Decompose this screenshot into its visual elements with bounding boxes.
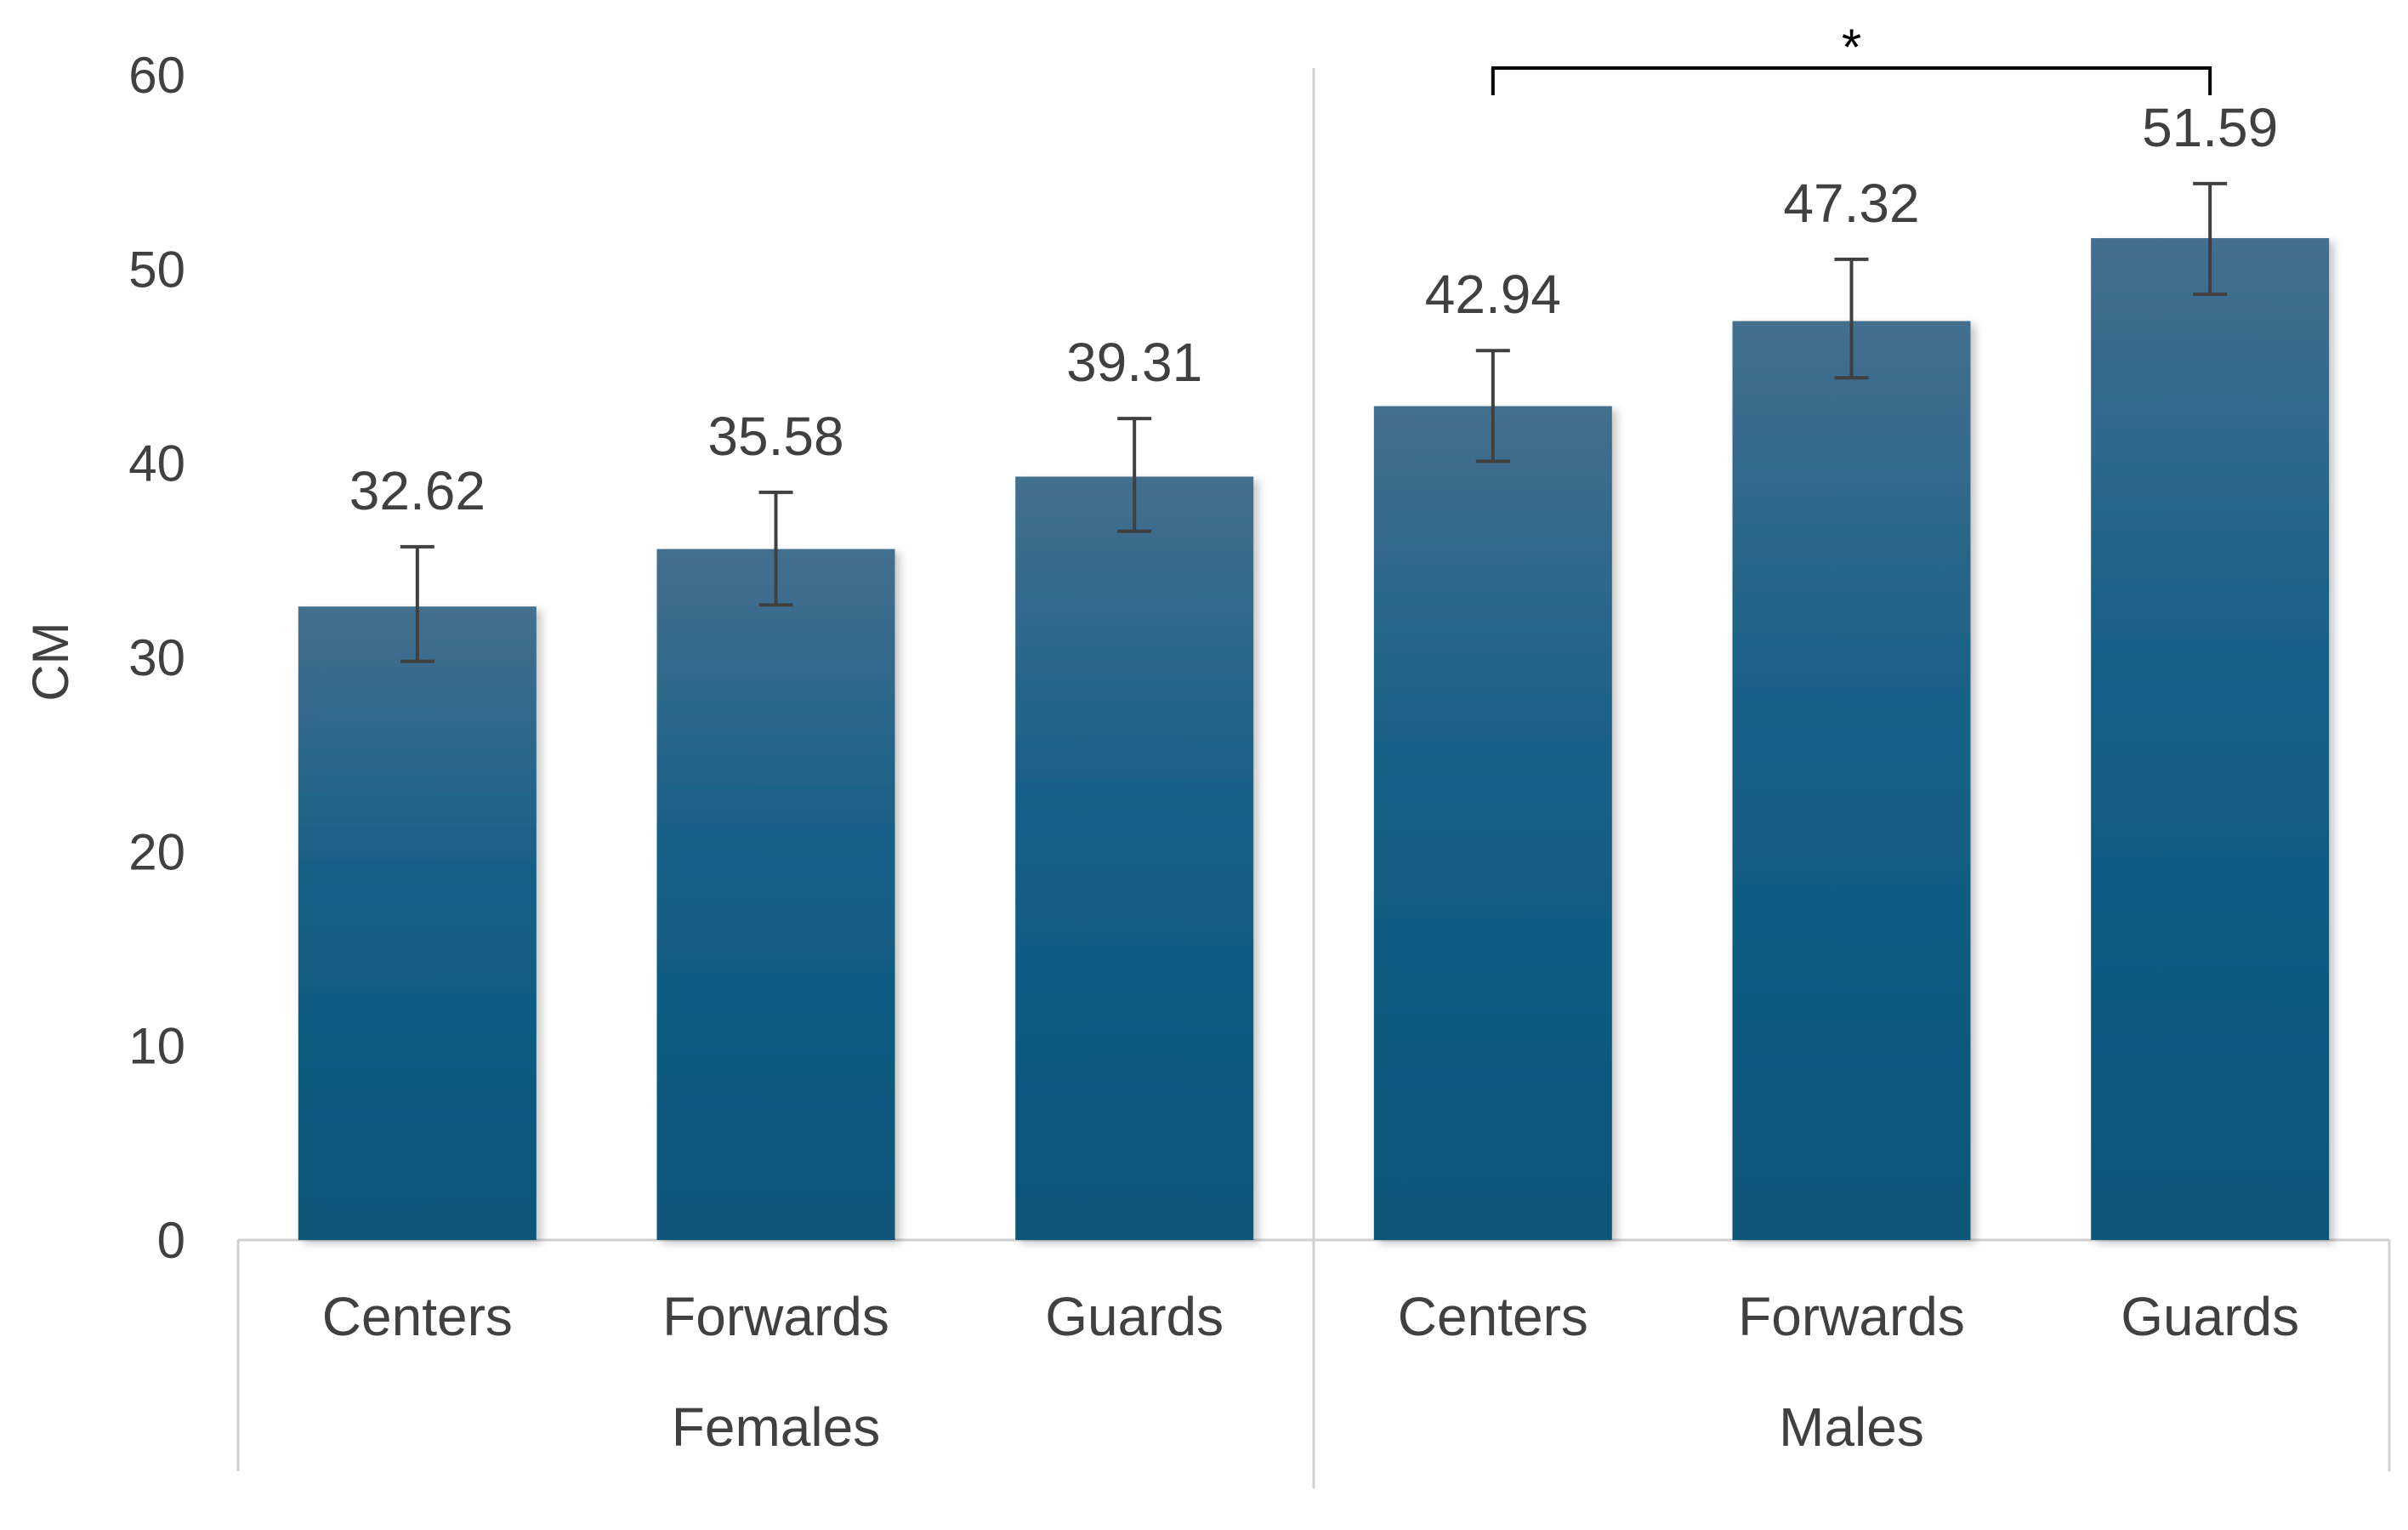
significance-marker: * xyxy=(1842,19,1861,76)
bar xyxy=(1015,476,1254,1240)
x-category-label: Forwards xyxy=(1738,1286,1965,1347)
x-category-label: Centers xyxy=(1398,1286,1588,1347)
y-tick-label: 50 xyxy=(128,241,185,298)
y-tick-label: 10 xyxy=(128,1018,185,1075)
bar-value-label: 47.32 xyxy=(1783,173,1919,234)
significance-bracket xyxy=(1491,66,2212,95)
bar xyxy=(298,606,537,1240)
x-category-label: Guards xyxy=(1045,1286,1224,1347)
x-category-label: Centers xyxy=(322,1286,513,1347)
error-bars-layer xyxy=(400,181,2228,663)
labels-layer: 32.62 35.58 39.31 42.94 47.32 51.59 * xyxy=(349,19,2278,521)
x-category-label: Guards xyxy=(2121,1286,2299,1347)
bar-value-label: 39.31 xyxy=(1066,332,1202,393)
x-group-label: Females xyxy=(672,1396,880,1458)
bar-value-label: 42.94 xyxy=(1425,264,1561,325)
bar xyxy=(1732,321,1971,1241)
y-tick-label: 20 xyxy=(128,823,185,880)
bar xyxy=(2091,238,2330,1240)
y-axis-title: CM xyxy=(22,622,79,701)
y-tick-label: 40 xyxy=(128,435,185,492)
bar xyxy=(656,549,895,1240)
bar-value-label: 51.59 xyxy=(2142,97,2278,158)
bars-layer xyxy=(298,238,2330,1241)
y-tick-label: 60 xyxy=(128,47,185,104)
x-group-label: Males xyxy=(1779,1396,1924,1458)
x-category-label: Forwards xyxy=(662,1286,889,1347)
axis-layer: 0 10 20 30 40 50 60 Centers Forwards Guards Female… xyxy=(128,47,2391,1488)
bar-value-label: 35.58 xyxy=(707,406,843,467)
y-tick-label: 0 xyxy=(157,1212,185,1269)
bar xyxy=(1373,406,1612,1241)
y-tick-label: 30 xyxy=(128,629,185,686)
bar-value-label: 32.62 xyxy=(349,460,486,521)
